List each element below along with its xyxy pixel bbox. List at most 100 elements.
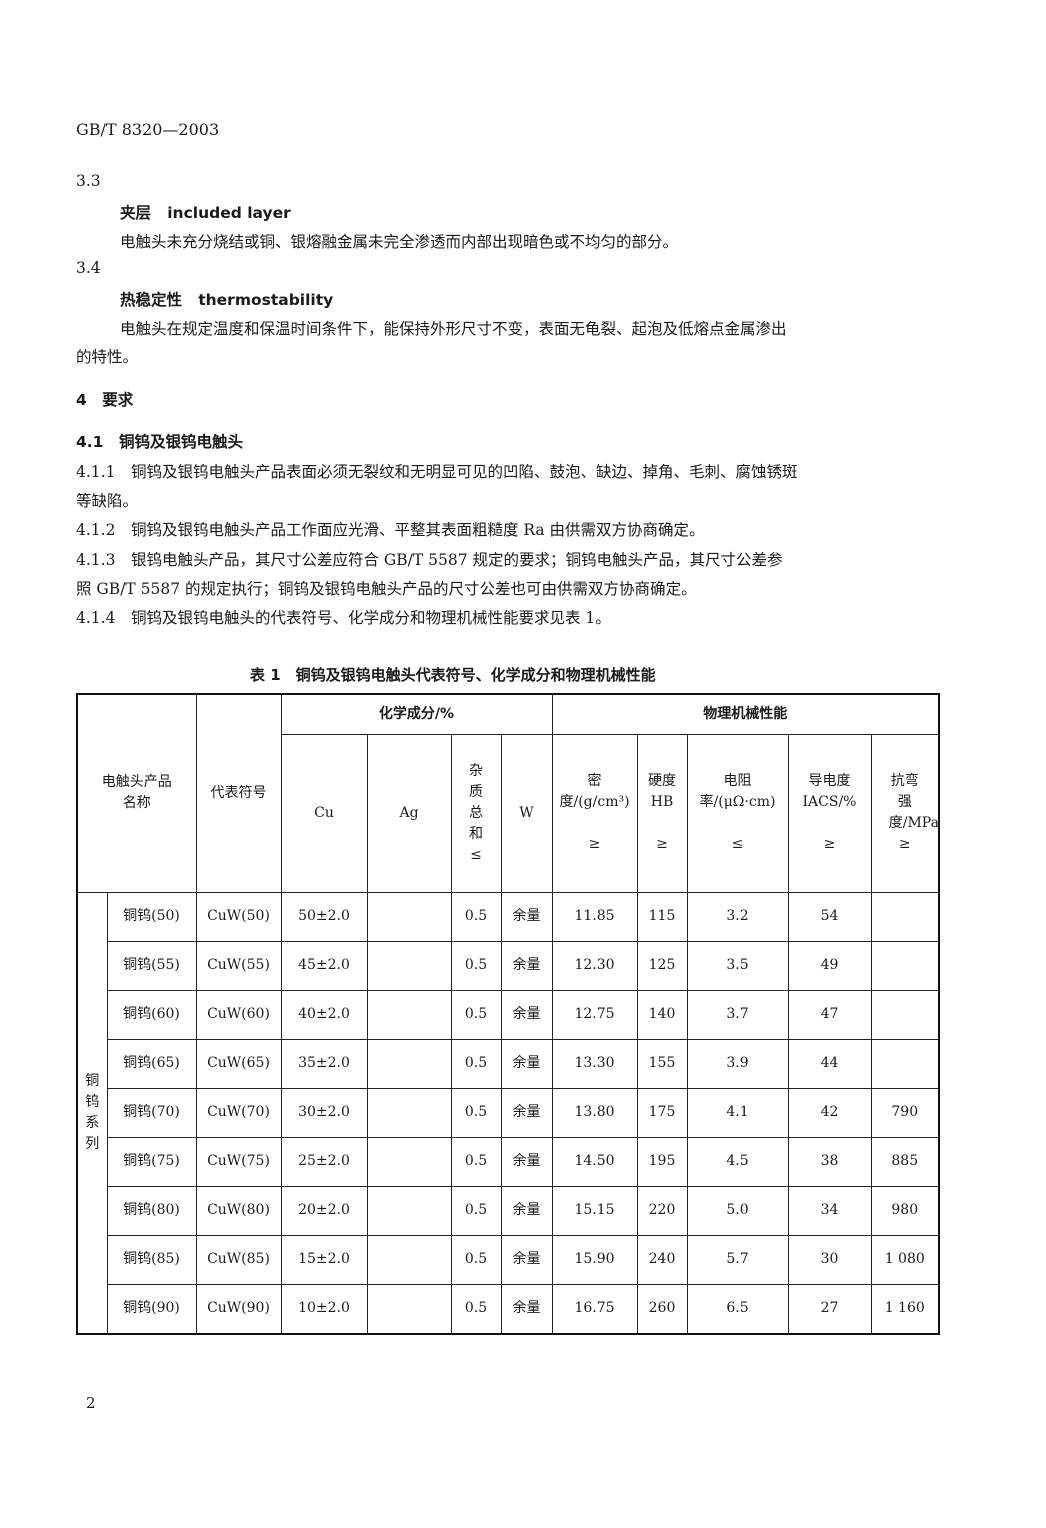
header-cu: Cu (280, 733, 368, 893)
page-number: 2 (86, 1394, 96, 1412)
table-cell: 13.80 (551, 1087, 638, 1138)
header-ag: Ag (366, 733, 452, 893)
table-caption: 表 1 铜钨及银钨电触头代表符号、化学成分和物理机械性能 (250, 666, 656, 684)
term-heading: 热稳定性 thermostability (120, 288, 333, 310)
standard-number: GB/T 8320—2003 (76, 120, 220, 139)
paragraph-cont: 照 GB/T 5587 的规定执行；铜钨及银钨电触头产品的尺寸公差也可由供需双方… (76, 580, 697, 598)
table-cell: 1 160 (870, 1283, 940, 1334)
table-cell: 50±2.0 (280, 891, 368, 942)
paragraph: 4.1.4 铜钨及银钨电触头的代表符号、化学成分和物理机械性能要求见表 1。 (76, 609, 611, 627)
table-cell: 220 (636, 1185, 688, 1236)
table-cell: 余量 (500, 1038, 553, 1089)
table-cell: 195 (636, 1136, 688, 1187)
header-w: W (500, 733, 553, 893)
table-cell: 30 (787, 1234, 872, 1285)
paragraph: 4.1.1 铜钨及银钨电触头产品表面必须无裂纹和无明显可见的凹陷、鼓泡、缺边、掉… (76, 463, 798, 481)
table-cell (870, 891, 940, 942)
table-cell (366, 891, 452, 942)
table-cell: 余量 (500, 940, 553, 991)
table-cell: CuW(70) (195, 1087, 282, 1138)
table-cell: 12.30 (551, 940, 638, 991)
table-cell: 40±2.0 (280, 989, 368, 1040)
table-cell: 铜钨(60) (106, 989, 197, 1040)
table-cell (870, 989, 940, 1040)
table-cell (366, 1038, 452, 1089)
table-cell (366, 1136, 452, 1187)
section-heading: 4 要求 (76, 391, 134, 409)
table-cell: 0.5 (450, 1087, 502, 1138)
term-definition: 电触头在规定温度和保温时间条件下，能保持外形尺寸不变，表面无龟裂、起泡及低熔点金… (120, 320, 787, 338)
table-cell: 25±2.0 (280, 1136, 368, 1187)
table-cell: 42 (787, 1087, 872, 1138)
table-cell: 12.75 (551, 989, 638, 1040)
table-row: 铜钨(90) CuW(90) 10±2.0 0.5 余量 16.75 260 6.5 27 1 1… (77, 1283, 940, 1334)
table-cell: 125 (636, 940, 688, 991)
table-cell (366, 989, 452, 1040)
table-cell: 155 (636, 1038, 688, 1089)
table-cell: 0.5 (450, 1185, 502, 1236)
table-cell: 铜钨(50) (106, 891, 197, 942)
table-row: 铜钨(80) CuW(80) 20±2.0 0.5 余量 15.15 220 5.0 34 980 (77, 1185, 940, 1236)
table-cell: 1 080 (870, 1234, 940, 1285)
paragraph-cont: 等缺陷。 (76, 492, 139, 510)
series-label: 铜钨系列 (76, 891, 108, 1334)
table-cell: 980 (870, 1185, 940, 1236)
table-cell: 38 (787, 1136, 872, 1187)
table-cell: 铜钨(75) (106, 1136, 197, 1187)
table-cell: 5.7 (686, 1234, 789, 1285)
table-row: 铜钨(55) CuW(55) 45±2.0 0.5 余量 12.30 125 3.5 49 (77, 940, 940, 991)
table-row: 铜钨(60) CuW(60) 40±2.0 0.5 余量 12.75 140 3.7 47 (77, 989, 940, 1040)
table-cell: 16.75 (551, 1283, 638, 1334)
header-hardness: 硬度HB ≥ (636, 733, 688, 893)
table-cell: 790 (870, 1087, 940, 1138)
table-cell (366, 940, 452, 991)
header-physical: 物理机械性能 (551, 693, 940, 735)
table-cell: 15±2.0 (280, 1234, 368, 1285)
header-bend-strength: 抗弯强度/MPa ≥ (870, 733, 940, 893)
table-cell: 铜钨(90) (106, 1283, 197, 1334)
table-cell: 47 (787, 989, 872, 1040)
term-definition-cont: 的特性。 (76, 348, 139, 366)
table-cell: 0.5 (450, 989, 502, 1040)
table-cell: 4.1 (686, 1087, 789, 1138)
table-cell: 34 (787, 1185, 872, 1236)
table-cell: 4.5 (686, 1136, 789, 1187)
table-cell: 54 (787, 891, 872, 942)
table-cell: 260 (636, 1283, 688, 1334)
table-cell: 44 (787, 1038, 872, 1089)
table-cell: 35±2.0 (280, 1038, 368, 1089)
section-number: 3.3 (76, 172, 101, 190)
table-cell (366, 1087, 452, 1138)
term-cn: 夹层 (120, 204, 152, 222)
table-cell: 余量 (500, 989, 553, 1040)
table-cell: 175 (636, 1087, 688, 1138)
header-product-name: 电触头产品名称 (76, 693, 197, 893)
table-row: 铜钨(75) CuW(75) 25±2.0 0.5 余量 14.50 195 4.5 38 885 (77, 1136, 940, 1187)
table-row: 铜钨系列 铜钨(50) CuW(50) 50±2.0 0.5 余量 11.85 115 3.2 5… (76, 891, 940, 1334)
header-density: 密度/(g/cm³) ≥ (551, 733, 638, 893)
table-cell: 铜钨(80) (106, 1185, 197, 1236)
table-cell: 0.5 (450, 1136, 502, 1187)
table-cell (366, 1283, 452, 1334)
section-number: 3.4 (76, 259, 101, 277)
table-cell: 余量 (500, 1087, 553, 1138)
table-row: 铜钨(65) CuW(65) 35±2.0 0.5 余量 13.30 155 3.9 44 (77, 1038, 940, 1089)
table-cell: 铜钨(85) (106, 1234, 197, 1285)
table-cell: CuW(50) (195, 891, 282, 942)
table-cell: CuW(90) (195, 1283, 282, 1334)
table-cell (366, 1234, 452, 1285)
properties-table: 电触头产品名称 代表符号 化学成分/% 物理机械性能 Cu Ag 杂质总和 ≤ W… (76, 693, 940, 1335)
table-cell: 45±2.0 (280, 940, 368, 991)
table-cell: 240 (636, 1234, 688, 1285)
table-cell: 0.5 (450, 940, 502, 991)
paragraph: 4.1.2 铜钨及银钨电触头产品工作面应光滑、平整其表面粗糙度 Ra 由供需双方… (76, 521, 705, 539)
table-cell: 余量 (500, 891, 553, 942)
table-cell: 6.5 (686, 1283, 789, 1334)
table-cell: 11.85 (551, 891, 638, 942)
table-cell: CuW(75) (195, 1136, 282, 1187)
table-cell: 余量 (500, 1283, 553, 1334)
term-en: thermostability (198, 291, 334, 309)
table-cell: 3.5 (686, 940, 789, 991)
header-impurity: 杂质总和 ≤ (450, 733, 502, 893)
table-cell: 49 (787, 940, 872, 991)
